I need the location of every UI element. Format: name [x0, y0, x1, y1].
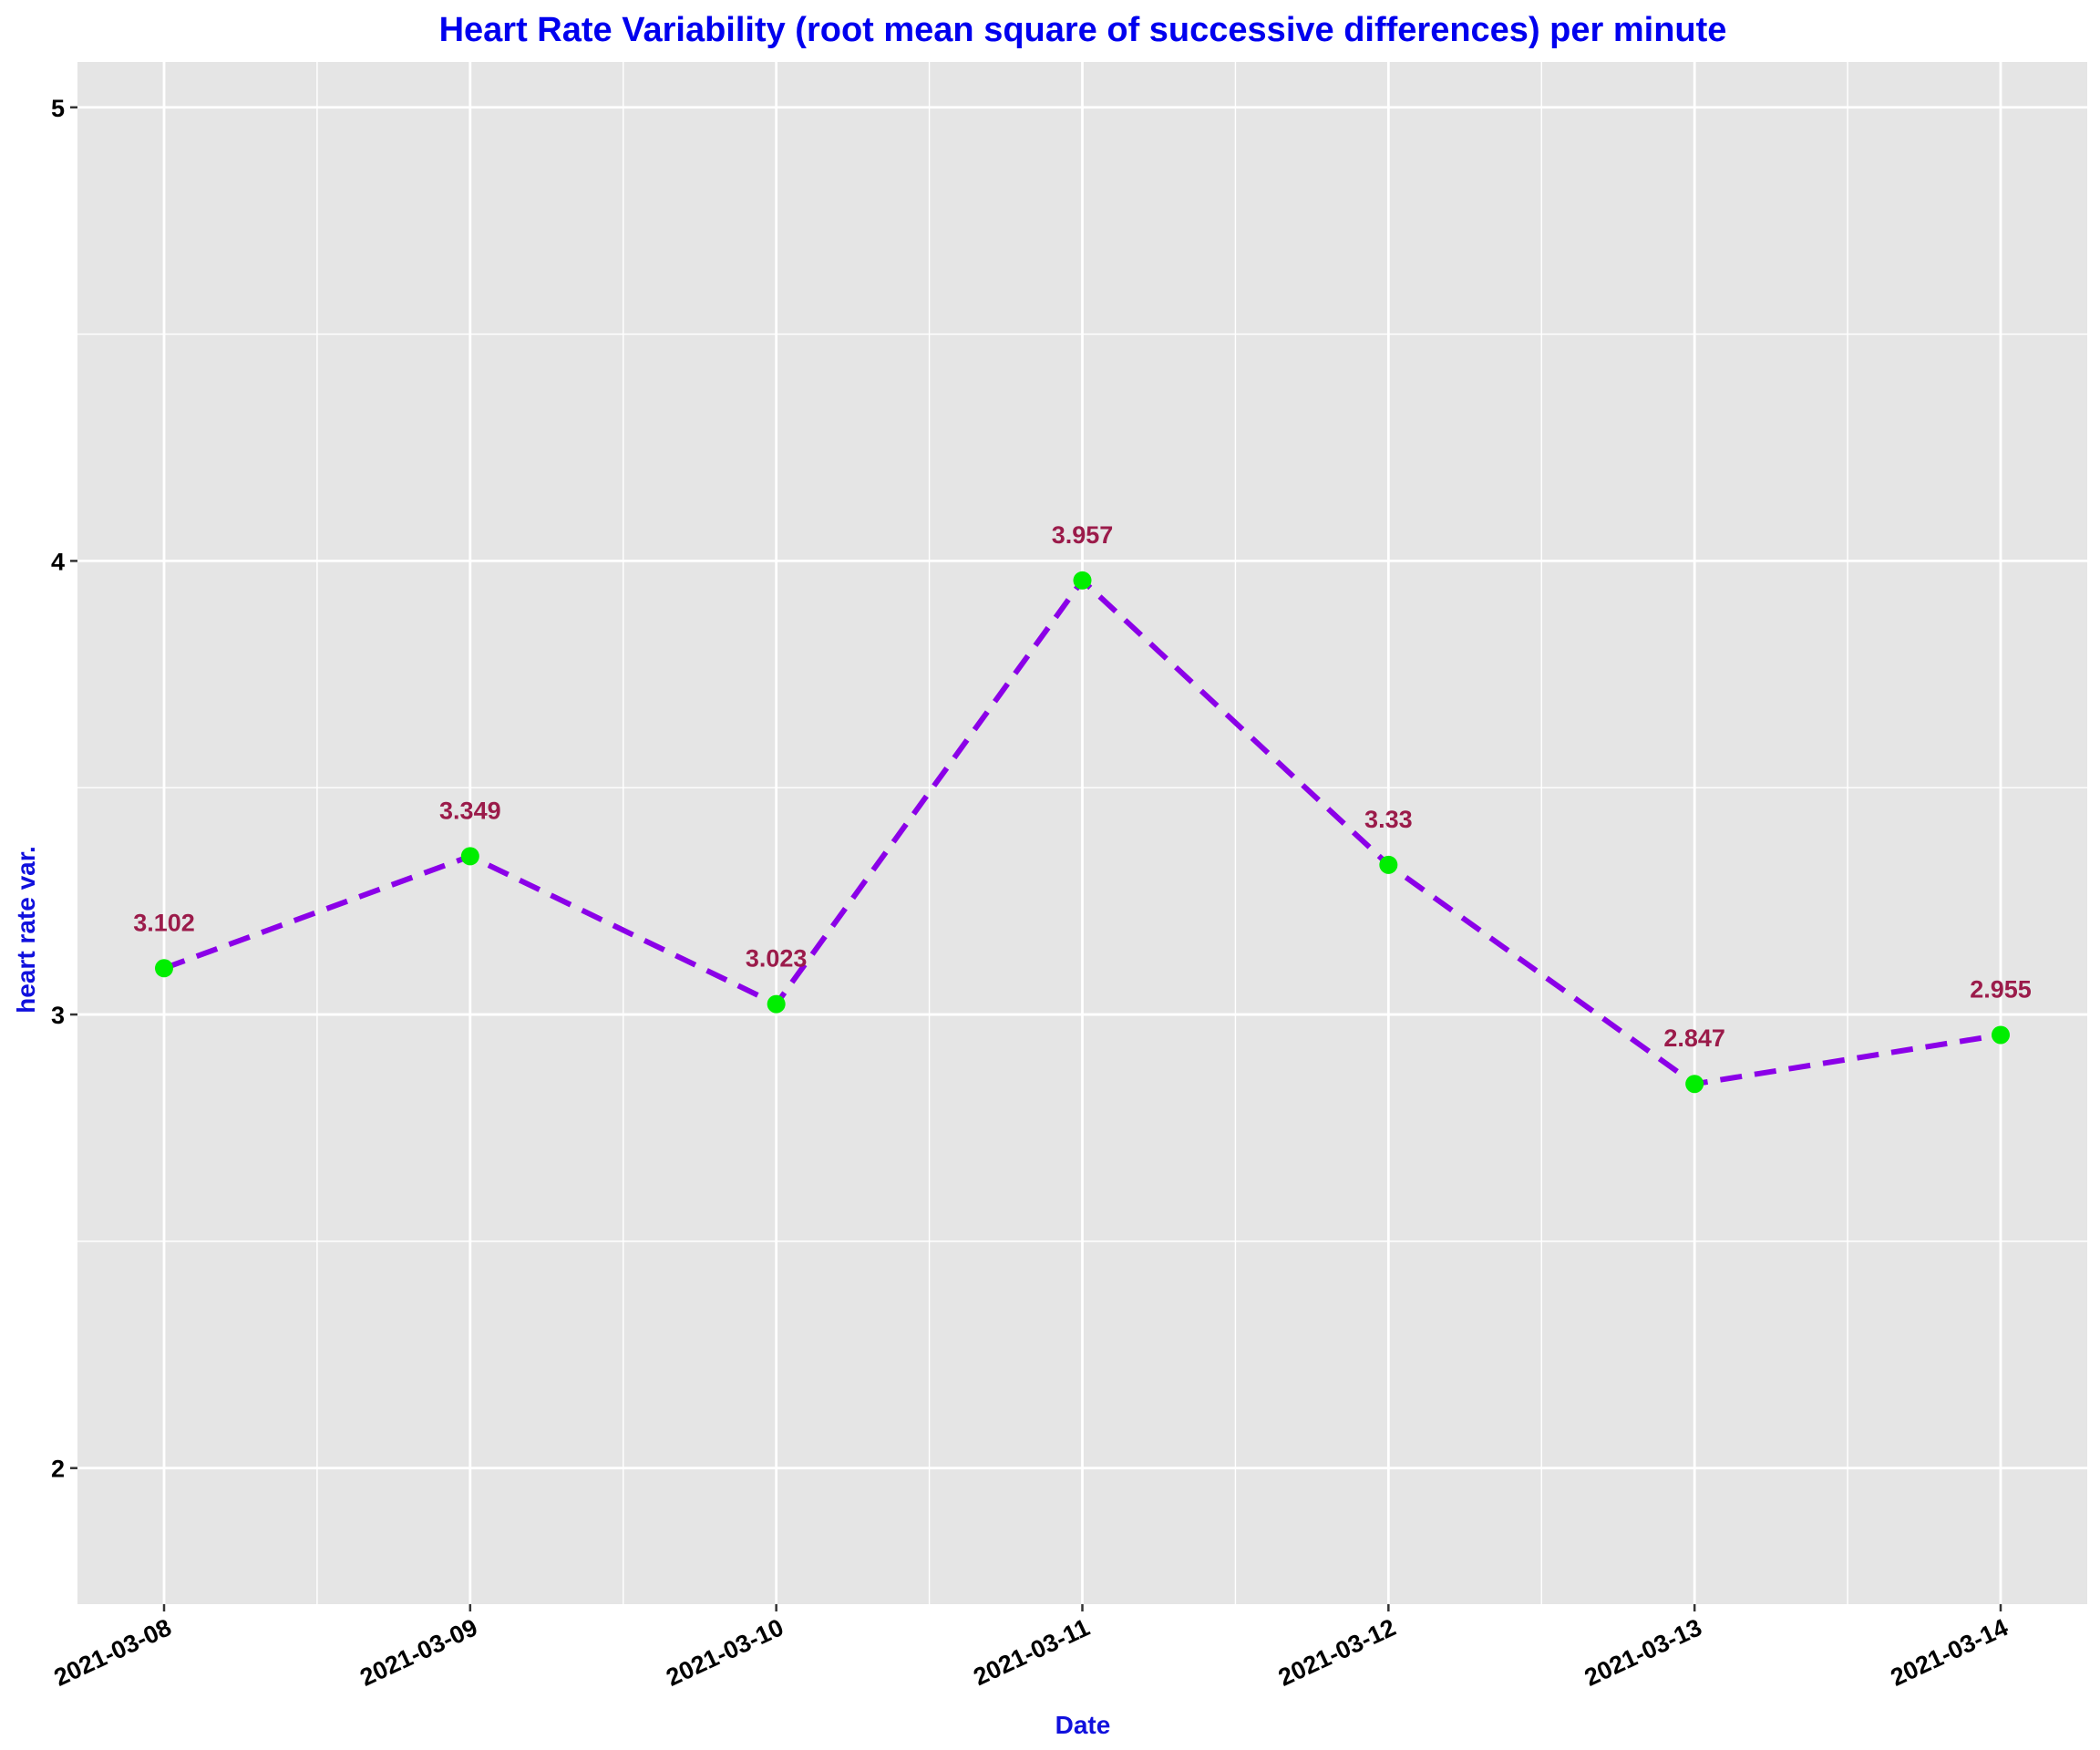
data-label: 3.023	[746, 945, 808, 973]
x-tick-label: 2021-03-13	[1580, 1613, 1706, 1692]
y-tick-label: 4	[51, 548, 65, 575]
data-point	[1685, 1075, 1704, 1094]
y-axis-title: heart rate var.	[12, 846, 40, 1014]
x-axis-ticks: 2021-03-08 2021-03-09 2021-03-10 2021-03-11…	[50, 1604, 2012, 1692]
data-point	[460, 847, 479, 866]
x-tick-label: 2021-03-14	[1887, 1613, 2012, 1692]
grid-lines	[77, 62, 2087, 1604]
x-tick-label: 2021-03-11	[970, 1613, 1095, 1691]
y-tick-label: 5	[51, 95, 65, 122]
data-points	[155, 571, 2010, 1094]
data-label: 2.955	[1970, 975, 2032, 1003]
x-tick-label: 2021-03-12	[1274, 1613, 1400, 1692]
x-tick-label: 2021-03-10	[662, 1613, 788, 1692]
data-point	[1992, 1025, 2010, 1045]
chart-title: Heart Rate Variability (root mean square…	[439, 11, 1727, 49]
data-point	[155, 959, 173, 978]
data-labels: 3.102 3.349 3.023 3.957 3.33 2.847 2.955	[133, 521, 2032, 1052]
y-axis-ticks: 2 3 4 5	[51, 95, 77, 1483]
data-point	[1073, 571, 1092, 590]
data-point	[1379, 855, 1398, 874]
x-tick-label: 2021-03-09	[356, 1613, 482, 1692]
data-label: 2.847	[1663, 1024, 1725, 1052]
data-label: 3.349	[439, 797, 501, 824]
y-tick-label: 3	[51, 1002, 65, 1029]
data-label: 3.33	[1364, 806, 1413, 833]
data-point	[767, 994, 786, 1014]
y-tick-label: 2	[51, 1456, 65, 1483]
x-axis-title: Date	[1055, 1711, 1111, 1739]
data-label: 3.102	[133, 909, 195, 936]
x-tick-label: 2021-03-08	[50, 1613, 176, 1692]
data-label: 3.957	[1052, 521, 1114, 549]
